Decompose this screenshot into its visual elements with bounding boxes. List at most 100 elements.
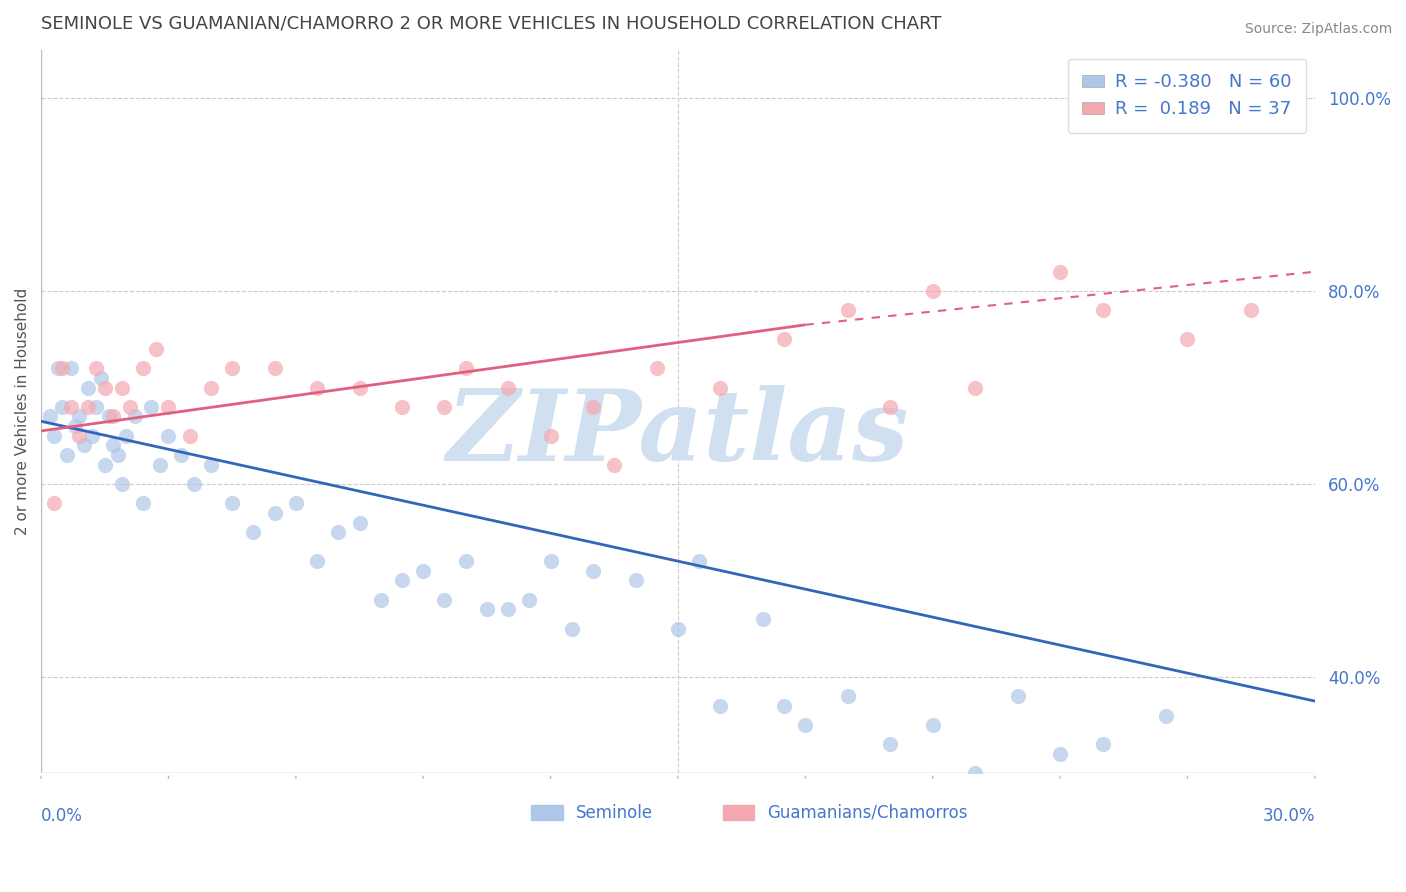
Point: [773, 698, 796, 713]
Point: [645, 361, 668, 376]
Point: [221, 496, 243, 510]
Point: [1091, 738, 1114, 752]
Point: [84, 361, 107, 376]
Point: [263, 361, 285, 376]
Point: [111, 380, 134, 394]
Point: [603, 458, 626, 472]
Point: [1049, 747, 1071, 761]
Point: [709, 698, 731, 713]
Point: [391, 574, 413, 588]
Point: [794, 718, 817, 732]
Point: [263, 506, 285, 520]
Point: [391, 400, 413, 414]
Text: 0.0%: 0.0%: [41, 807, 83, 825]
Point: [51, 361, 73, 376]
Point: [157, 400, 180, 414]
Point: [328, 525, 350, 540]
Point: [242, 525, 264, 540]
Point: [1177, 332, 1199, 346]
Point: [76, 400, 98, 414]
Point: [132, 496, 155, 510]
Point: [111, 477, 134, 491]
Point: [145, 342, 167, 356]
Point: [666, 622, 689, 636]
Point: [107, 448, 129, 462]
Y-axis label: 2 or more Vehicles in Household: 2 or more Vehicles in Household: [15, 288, 30, 535]
Point: [965, 766, 987, 780]
Point: [582, 564, 605, 578]
Point: [103, 409, 125, 424]
Point: [879, 400, 901, 414]
Point: [688, 554, 710, 568]
Point: [120, 400, 142, 414]
Point: [496, 380, 519, 394]
Point: [752, 612, 775, 626]
Point: [103, 438, 125, 452]
Point: [124, 409, 146, 424]
Point: [94, 380, 117, 394]
Point: [115, 429, 138, 443]
Point: [183, 477, 205, 491]
Point: [59, 361, 82, 376]
Point: [1049, 265, 1071, 279]
Point: [540, 554, 562, 568]
Point: [94, 458, 117, 472]
Point: [349, 516, 371, 530]
Point: [879, 738, 901, 752]
Point: [90, 371, 112, 385]
Point: [51, 400, 73, 414]
Text: SEMINOLE VS GUAMANIAN/CHAMORRO 2 OR MORE VEHICLES IN HOUSEHOLD CORRELATION CHART: SEMINOLE VS GUAMANIAN/CHAMORRO 2 OR MORE…: [41, 15, 942, 33]
Point: [475, 602, 498, 616]
Point: [561, 622, 583, 636]
FancyBboxPatch shape: [531, 805, 564, 821]
Point: [307, 554, 329, 568]
Point: [454, 554, 477, 568]
Point: [837, 690, 859, 704]
Point: [38, 409, 60, 424]
Point: [370, 592, 392, 607]
Point: [200, 458, 222, 472]
Point: [200, 380, 222, 394]
Point: [157, 429, 180, 443]
Point: [837, 303, 859, 318]
Point: [349, 380, 371, 394]
Point: [773, 332, 796, 346]
Point: [67, 409, 90, 424]
Point: [582, 400, 605, 414]
Point: [55, 448, 77, 462]
Point: [307, 380, 329, 394]
Point: [221, 361, 243, 376]
Text: Seminole: Seminole: [576, 804, 654, 822]
Point: [98, 409, 121, 424]
Point: [454, 361, 477, 376]
FancyBboxPatch shape: [723, 805, 755, 821]
Text: Source: ZipAtlas.com: Source: ZipAtlas.com: [1244, 22, 1392, 37]
Point: [42, 429, 65, 443]
Point: [624, 574, 647, 588]
Point: [72, 438, 94, 452]
Point: [433, 592, 456, 607]
Point: [284, 496, 307, 510]
Point: [141, 400, 163, 414]
Text: ZIPatlas: ZIPatlas: [447, 385, 910, 482]
Point: [84, 400, 107, 414]
Point: [1154, 708, 1177, 723]
Point: [496, 602, 519, 616]
Point: [921, 718, 943, 732]
Point: [67, 429, 90, 443]
Point: [412, 564, 434, 578]
Legend: R = -0.380   N = 60, R =  0.189   N = 37: R = -0.380 N = 60, R = 0.189 N = 37: [1069, 59, 1306, 133]
Point: [179, 429, 201, 443]
Point: [965, 380, 987, 394]
Point: [540, 429, 562, 443]
Point: [63, 419, 86, 434]
Point: [80, 429, 103, 443]
Point: [1240, 303, 1263, 318]
Point: [76, 380, 98, 394]
Point: [149, 458, 172, 472]
Point: [59, 400, 82, 414]
Point: [1091, 303, 1114, 318]
Text: 30.0%: 30.0%: [1263, 807, 1315, 825]
Point: [519, 592, 541, 607]
Point: [42, 496, 65, 510]
